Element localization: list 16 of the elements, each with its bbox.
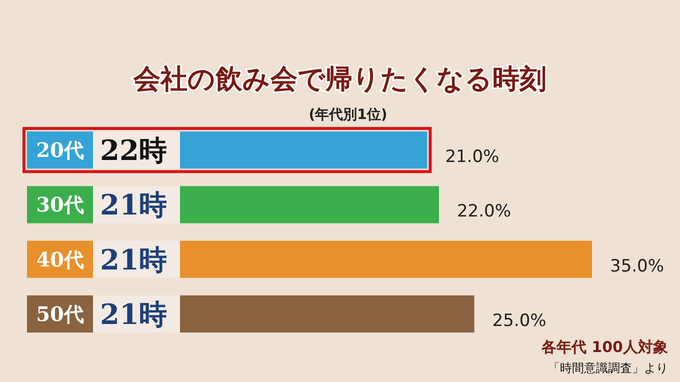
text: 「時間意識調査」より (548, 361, 668, 375)
data-label: 21.0% (445, 147, 500, 168)
data-label: 25.0% (492, 310, 546, 331)
text: 21時 (100, 243, 167, 276)
y-tick-label: 30代 (36, 192, 84, 217)
data-label: 22.0% (456, 202, 511, 222)
data-label: 35.0% (610, 256, 664, 276)
chart-subtitle: (年代別1位) (308, 107, 388, 123)
y-tick-label: 40代 (36, 247, 84, 272)
y-tick-label: 20代 (36, 138, 84, 162)
text: 22時 (100, 134, 167, 168)
chart-title: 会社の飲み会で帰りたくなる時刻 (132, 64, 546, 95)
annotation: 各年代 100人対象 (540, 338, 668, 356)
text: 21時 (100, 188, 167, 222)
text: 21時 (100, 298, 167, 331)
y-tick-label: 50代 (36, 302, 84, 326)
